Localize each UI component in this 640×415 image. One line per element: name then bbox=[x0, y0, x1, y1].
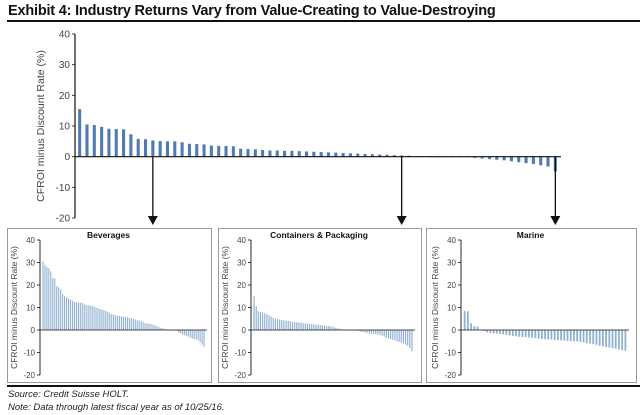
bar bbox=[151, 140, 155, 157]
bar bbox=[129, 134, 133, 157]
bar bbox=[363, 153, 367, 157]
arrowhead-icon bbox=[396, 216, 407, 225]
bar bbox=[290, 150, 294, 157]
exhibit-title: Exhibit 4: Industry Returns Vary from Va… bbox=[8, 3, 496, 19]
y-tick-label: 30 bbox=[59, 60, 71, 71]
bar bbox=[334, 152, 338, 157]
y-tick-label: 20 bbox=[59, 91, 71, 102]
bar bbox=[517, 156, 521, 163]
bar bbox=[487, 156, 492, 160]
bar bbox=[348, 153, 352, 157]
bar bbox=[231, 146, 235, 157]
bar bbox=[239, 148, 243, 157]
panel-title-containers: Containers & Packaging bbox=[270, 230, 368, 240]
bar bbox=[268, 150, 272, 157]
bar bbox=[370, 154, 374, 157]
y-tick-label: -20 bbox=[56, 214, 71, 225]
y-axis-label: CFROI minus Discount Rate (%) bbox=[35, 50, 47, 202]
bar bbox=[539, 156, 543, 166]
bar bbox=[319, 152, 323, 157]
bar bbox=[165, 141, 170, 157]
bar bbox=[114, 129, 118, 157]
footer-rule bbox=[7, 385, 640, 387]
arrowhead-icon bbox=[147, 216, 158, 225]
panel-title-marine: Marine bbox=[516, 230, 545, 240]
bar bbox=[92, 125, 96, 157]
panel-marine bbox=[426, 228, 637, 383]
bar bbox=[524, 156, 528, 164]
bar bbox=[158, 141, 162, 157]
bar bbox=[304, 151, 309, 157]
y-tick-label: 0 bbox=[64, 152, 70, 163]
bar bbox=[495, 156, 499, 160]
bar bbox=[473, 156, 477, 158]
bar bbox=[202, 144, 206, 157]
panel-containers bbox=[218, 228, 422, 383]
bar bbox=[385, 154, 389, 157]
y-tick-label: 40 bbox=[59, 30, 71, 41]
bar bbox=[531, 156, 535, 165]
bar bbox=[180, 142, 184, 157]
bar bbox=[209, 145, 213, 157]
bar bbox=[378, 154, 382, 157]
bar bbox=[502, 156, 506, 161]
main-chart: 40 30 20 10 0 -10 -20 CFROI minus Discount Rate… bbox=[35, 30, 561, 225]
source-note: Source: Credit Suisse HOLT. bbox=[8, 389, 129, 400]
bar bbox=[173, 141, 177, 157]
bar bbox=[312, 151, 316, 157]
bar bbox=[217, 145, 221, 157]
data-note: Note: Data through latest fiscal year as… bbox=[8, 402, 225, 413]
bar bbox=[136, 138, 140, 157]
title-rule bbox=[7, 20, 640, 22]
bar bbox=[392, 155, 396, 157]
panel-beverages bbox=[7, 228, 212, 383]
bar bbox=[85, 124, 89, 157]
panel-title-beverages: Beverages bbox=[86, 230, 130, 240]
bar bbox=[297, 151, 301, 157]
bar bbox=[275, 150, 279, 157]
bar bbox=[246, 149, 250, 157]
bar bbox=[195, 144, 199, 157]
bar bbox=[509, 156, 513, 162]
bar bbox=[224, 145, 228, 157]
bar bbox=[107, 128, 111, 157]
bar bbox=[356, 153, 360, 157]
bar bbox=[187, 143, 191, 157]
bar bbox=[100, 126, 104, 157]
bar bbox=[546, 156, 550, 167]
y-tick-label: -10 bbox=[56, 183, 71, 194]
bar bbox=[326, 152, 331, 157]
bar bbox=[341, 152, 345, 157]
bar bbox=[122, 129, 126, 157]
bar bbox=[480, 156, 484, 159]
bar bbox=[283, 150, 287, 157]
y-tick-label: 10 bbox=[59, 122, 71, 133]
bar bbox=[143, 139, 148, 157]
bar bbox=[78, 109, 82, 157]
bar bbox=[253, 149, 257, 157]
arrowhead-icon bbox=[550, 216, 561, 225]
bar bbox=[400, 155, 404, 157]
bar bbox=[261, 149, 265, 157]
